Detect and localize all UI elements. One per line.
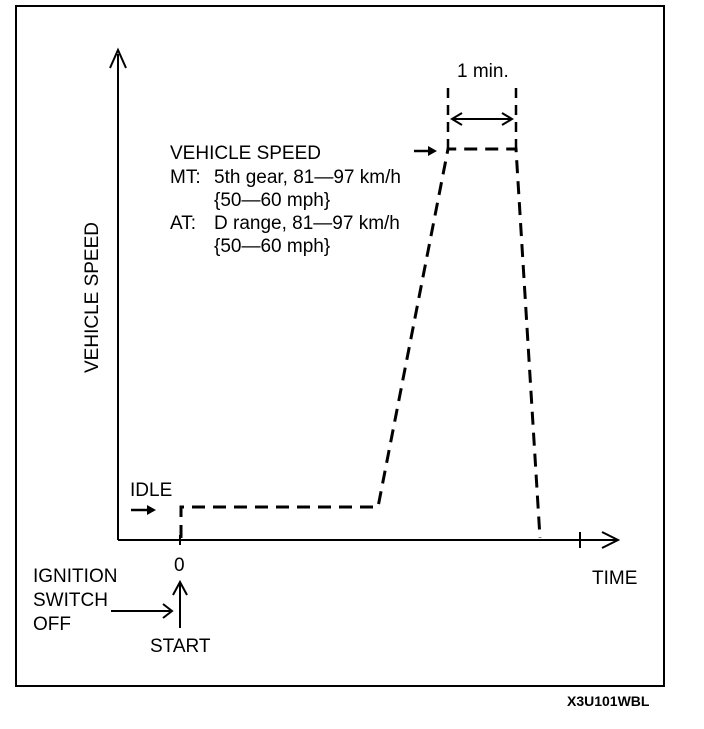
speed-spec-title: VEHICLE SPEED [170,143,321,164]
duration-arrow-left [450,112,463,126]
mt-prefix: MT: [170,167,201,188]
speed-spec-arrow [414,146,437,156]
idle-arrow [131,505,156,515]
figure-code: X3U101WBL [567,693,650,709]
at-prefix: AT: [170,213,196,234]
y-axis-arrowhead [109,47,127,69]
x-axis [118,531,621,549]
at-line1: D range, 81—97 km/h [214,213,400,234]
ignition-arrow [111,603,174,619]
start-label: START [150,636,211,657]
y-axis [109,47,127,540]
figure-frame [15,5,665,687]
y-axis-label: VEHICLE SPEED [82,222,103,373]
idle-label: IDLE [130,480,172,501]
at-line2: {50—60 mph} [214,236,330,257]
ignition-label-line1: IGNITION [33,566,117,587]
mt-line1: 5th gear, 81—97 km/h [214,167,401,188]
speed-spec: VEHICLE SPEED MT: 5th gear, 81—97 km/h {… [170,143,437,257]
ignition-label-line2: SWITCH [33,590,108,611]
x-axis-label: TIME [592,568,637,589]
start-arrow [172,579,188,628]
x-axis-arrowhead [601,531,621,549]
ignition-label-line3: OFF [33,614,71,635]
mt-line2: {50—60 mph} [214,190,330,211]
origin-label: 0 [174,555,185,576]
duration-arrow-right [501,112,514,126]
duration-label: 1 min. [457,61,509,82]
duration-marker [446,88,518,149]
speed-profile-line [179,147,542,539]
